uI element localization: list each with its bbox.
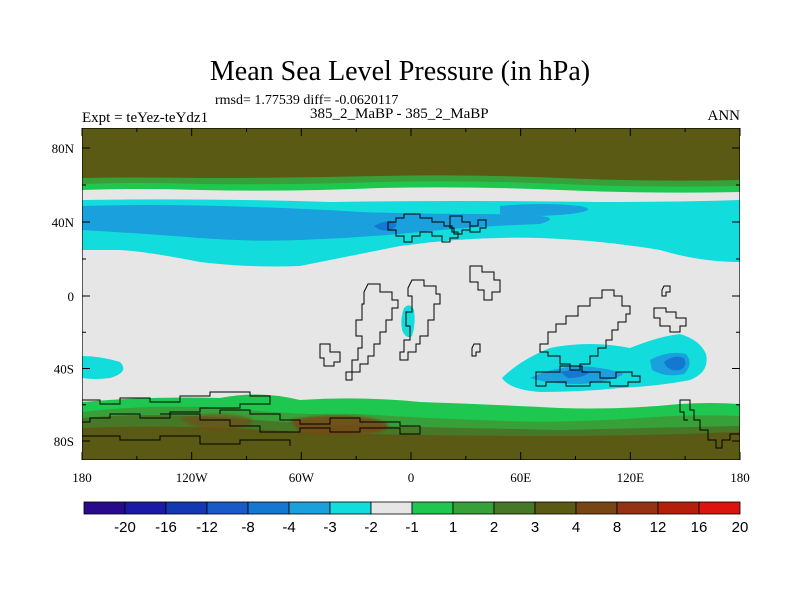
north-blue-core-east [500, 204, 588, 216]
colorbar-label: -1 [405, 519, 418, 536]
lat-tick-label: 40S [54, 362, 74, 377]
colorbar-label: -16 [155, 519, 177, 536]
colorbar: -20 -16 -12 -8 -4 -3 -2 -1 1 2 3 4 8 12 16 20 [83, 501, 749, 536]
antarctic-rust-patch [290, 415, 388, 435]
africa-coast [399, 279, 441, 361]
lon-tick-label: 120E [617, 470, 645, 485]
lat-tick-label: 80S [54, 434, 74, 449]
colorbar-label: -20 [114, 519, 136, 536]
colorbar-swatch [575, 501, 618, 515]
colorbar-label: -2 [364, 519, 377, 536]
lat-tick-label: 40N [52, 215, 75, 230]
colorbar-swatch [329, 501, 372, 515]
colorbar-label: 4 [572, 519, 580, 536]
lon-tick-label: 180 [72, 470, 92, 485]
lon-tick-label: 60E [510, 470, 531, 485]
map-field [82, 128, 740, 460]
colorbar-swatch [534, 501, 577, 515]
coastlines [82, 213, 740, 449]
colorbar-label: 3 [531, 519, 539, 536]
south-pacific-cyan [82, 356, 124, 379]
atlantic-cyan-patch [401, 305, 415, 338]
colorbar-swatch [83, 501, 126, 515]
experiment-label: Expt = teYez-teYdz1 [82, 110, 209, 126]
colorbar-label: 2 [490, 519, 498, 536]
colorbar-label: 12 [650, 519, 667, 536]
lon-tick-label: 120W [176, 470, 209, 485]
colorbar-label: -12 [196, 519, 218, 536]
latitude-axis: 80N 40N 0 40S 80S [52, 141, 740, 449]
north-blue-core [374, 221, 397, 231]
colorbar-label: -3 [323, 519, 336, 536]
colorbar-swatch [698, 501, 741, 515]
stats-label: rmsd= 1.77539 diff= -0.0620117 [215, 93, 399, 108]
lon-tick-label: 180 [730, 470, 750, 485]
central-america-coast [319, 343, 341, 367]
colorbar-swatch [124, 501, 167, 515]
north-america-coast [387, 213, 459, 243]
north-light-blue-band [82, 205, 550, 241]
runs-label: 385_2_MaBP - 385_2_MaBP [310, 106, 489, 122]
colorbar-swatch [165, 501, 208, 515]
season-label: ANN [707, 108, 741, 124]
colorbar-label: 16 [691, 519, 708, 536]
colorbar-swatch [616, 501, 659, 515]
lat-tick-label: 80N [52, 141, 75, 156]
arctic-brown-band [82, 128, 740, 181]
madagascar-coast [471, 343, 481, 357]
arabia-coast [469, 265, 501, 301]
colorbar-label: 1 [449, 519, 457, 536]
colorbar-label: 20 [732, 519, 749, 536]
indian-ocean-core [664, 356, 686, 371]
antarctic-brown [82, 426, 740, 460]
colorbar-label: -4 [282, 519, 295, 536]
colorbar-swatch [370, 501, 413, 515]
colorbar-label: -8 [241, 519, 254, 536]
japan-coast [661, 285, 671, 297]
colorbar-swatch [452, 501, 495, 515]
colorbar-swatch [206, 501, 249, 515]
colorbar-swatch [411, 501, 454, 515]
colorbar-swatch [657, 501, 700, 515]
colorbar-label: 8 [613, 519, 621, 536]
asia-coast [539, 289, 631, 371]
lon-tick-label: 60W [289, 470, 315, 485]
australia-coast [535, 365, 641, 387]
colorbar-swatch [247, 501, 290, 515]
indonesia-coast [653, 307, 687, 333]
europe-coast [449, 215, 471, 235]
antarctica-coast [82, 391, 421, 446]
new-zealand-coast [679, 399, 740, 449]
south-america-coast [345, 283, 399, 381]
chart-title: Mean Sea Level Pressure (in hPa) [209, 56, 591, 87]
greenland-coast [469, 219, 487, 233]
colorbar-swatch [288, 501, 331, 515]
colorbar-swatch [493, 501, 536, 515]
lat-tick-label: 0 [68, 289, 75, 304]
longitude-axis: 180 120W 60W 0 60E 120E 180 [72, 128, 750, 485]
lon-tick-label: 0 [408, 470, 415, 485]
